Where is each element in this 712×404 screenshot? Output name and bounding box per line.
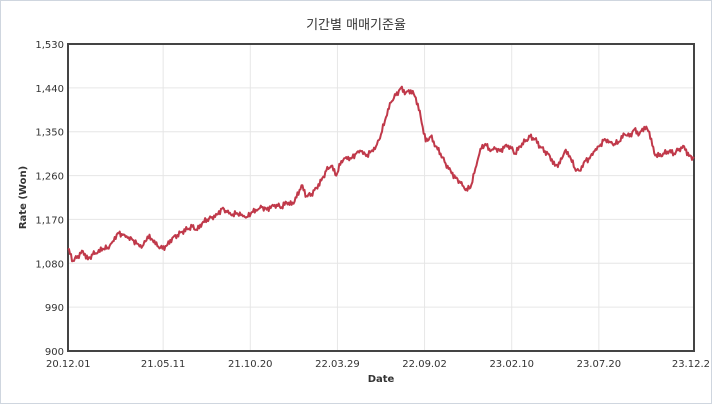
- y-tick-label: 1,530: [35, 40, 64, 51]
- grid-layer: [68, 44, 694, 351]
- x-tick-label: 23.02.10: [489, 359, 534, 370]
- y-tick-label: 1,350: [35, 128, 64, 139]
- x-tick-label: 20.12.01: [46, 359, 91, 370]
- y-tick-label: 1,170: [35, 215, 64, 226]
- series-layer: [67, 85, 695, 263]
- x-tick-label: 23.12.2: [672, 359, 710, 370]
- y-tick-label: 1,440: [35, 84, 64, 95]
- x-axis: 20.12.01 21.05.11 21.10.20 22.03.29 22.09.02…: [46, 359, 710, 370]
- x-tick-label: 21.10.20: [228, 359, 273, 370]
- chart-title: 기간별 매매기준율: [306, 18, 406, 33]
- y-axis-label: Rate (Won): [18, 166, 29, 229]
- x-tick-label: 22.03.29: [315, 359, 360, 370]
- y-tick-label: 1,080: [35, 259, 64, 270]
- y-tick-label: 900: [45, 347, 64, 358]
- series-line: [67, 85, 695, 263]
- x-axis-label: Date: [368, 374, 395, 385]
- y-tick-label: 1,260: [35, 172, 64, 183]
- x-tick-label: 22.09.02: [402, 359, 447, 370]
- y-tick-label: 990: [45, 303, 64, 314]
- y-axis: 900 990 1,080 1,170 1,260 1,350 1,440 1,530: [35, 40, 64, 358]
- x-tick-label: 21.05.11: [141, 359, 186, 370]
- x-tick-label: 23.07.20: [577, 359, 622, 370]
- plot-area: [67, 43, 695, 352]
